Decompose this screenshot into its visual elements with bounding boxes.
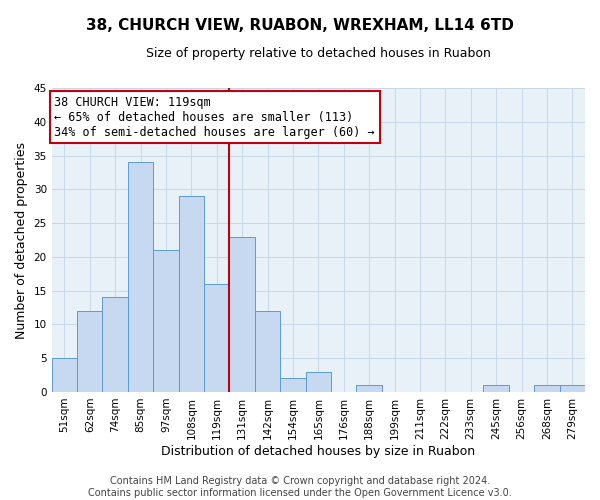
- Bar: [560, 385, 585, 392]
- Bar: [534, 385, 560, 392]
- Text: 38 CHURCH VIEW: 119sqm
← 65% of detached houses are smaller (113)
34% of semi-de: 38 CHURCH VIEW: 119sqm ← 65% of detached…: [55, 96, 375, 138]
- Bar: [356, 385, 382, 392]
- Bar: [255, 311, 280, 392]
- Bar: [305, 372, 331, 392]
- Bar: [484, 385, 509, 392]
- X-axis label: Distribution of detached houses by size in Ruabon: Distribution of detached houses by size …: [161, 444, 475, 458]
- Bar: [52, 358, 77, 392]
- Bar: [153, 250, 179, 392]
- Bar: [179, 196, 204, 392]
- Bar: [128, 162, 153, 392]
- Bar: [77, 311, 103, 392]
- Text: Contains HM Land Registry data © Crown copyright and database right 2024.
Contai: Contains HM Land Registry data © Crown c…: [88, 476, 512, 498]
- Y-axis label: Number of detached properties: Number of detached properties: [15, 142, 28, 338]
- Bar: [280, 378, 305, 392]
- Title: Size of property relative to detached houses in Ruabon: Size of property relative to detached ho…: [146, 48, 491, 60]
- Bar: [204, 284, 229, 392]
- Text: 38, CHURCH VIEW, RUABON, WREXHAM, LL14 6TD: 38, CHURCH VIEW, RUABON, WREXHAM, LL14 6…: [86, 18, 514, 32]
- Bar: [229, 236, 255, 392]
- Bar: [103, 298, 128, 392]
